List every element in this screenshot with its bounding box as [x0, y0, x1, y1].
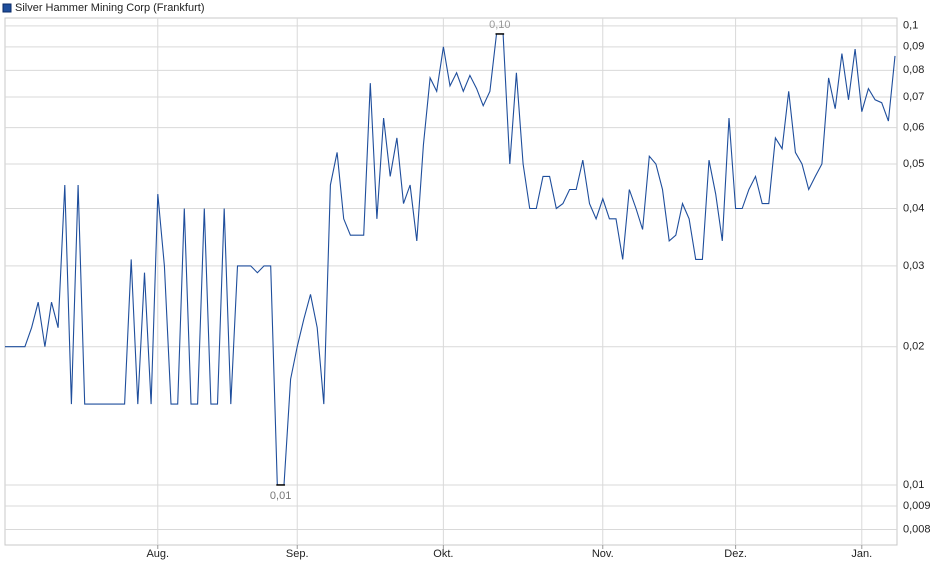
x-tick-label: Aug. [146, 548, 169, 560]
y-tick-label: 0,02 [903, 341, 924, 353]
y-tick-label: 0,05 [903, 158, 924, 170]
y-tick-label: 0,008 [903, 523, 931, 535]
plot-area [4, 17, 898, 546]
price-line [5, 33, 896, 486]
y-tick-label: 0,03 [903, 260, 924, 272]
y-tick-label: 0,009 [903, 500, 931, 512]
x-tick-label: Sep. [286, 548, 309, 560]
max-annotation: 0,10 [489, 19, 510, 31]
x-tick-label: Dez. [724, 548, 747, 560]
y-tick-label: 0,04 [903, 202, 924, 214]
y-tick-label: 0,09 [903, 41, 924, 53]
y-tick-label: 0,08 [903, 64, 924, 76]
x-tick-label: Nov. [592, 548, 614, 560]
y-tick-label: 0,1 [903, 20, 918, 32]
y-tick-label: 0,07 [903, 91, 924, 103]
legend-swatch [2, 3, 12, 13]
x-tick-label: Okt. [433, 548, 453, 560]
y-tick-label: 0,06 [903, 122, 924, 134]
min-annotation: 0,01 [270, 490, 291, 502]
legend-label: Silver Hammer Mining Corp (Frankfurt) [15, 2, 204, 14]
y-tick-label: 0,01 [903, 479, 924, 491]
x-tick-label: Jan. [851, 548, 872, 560]
